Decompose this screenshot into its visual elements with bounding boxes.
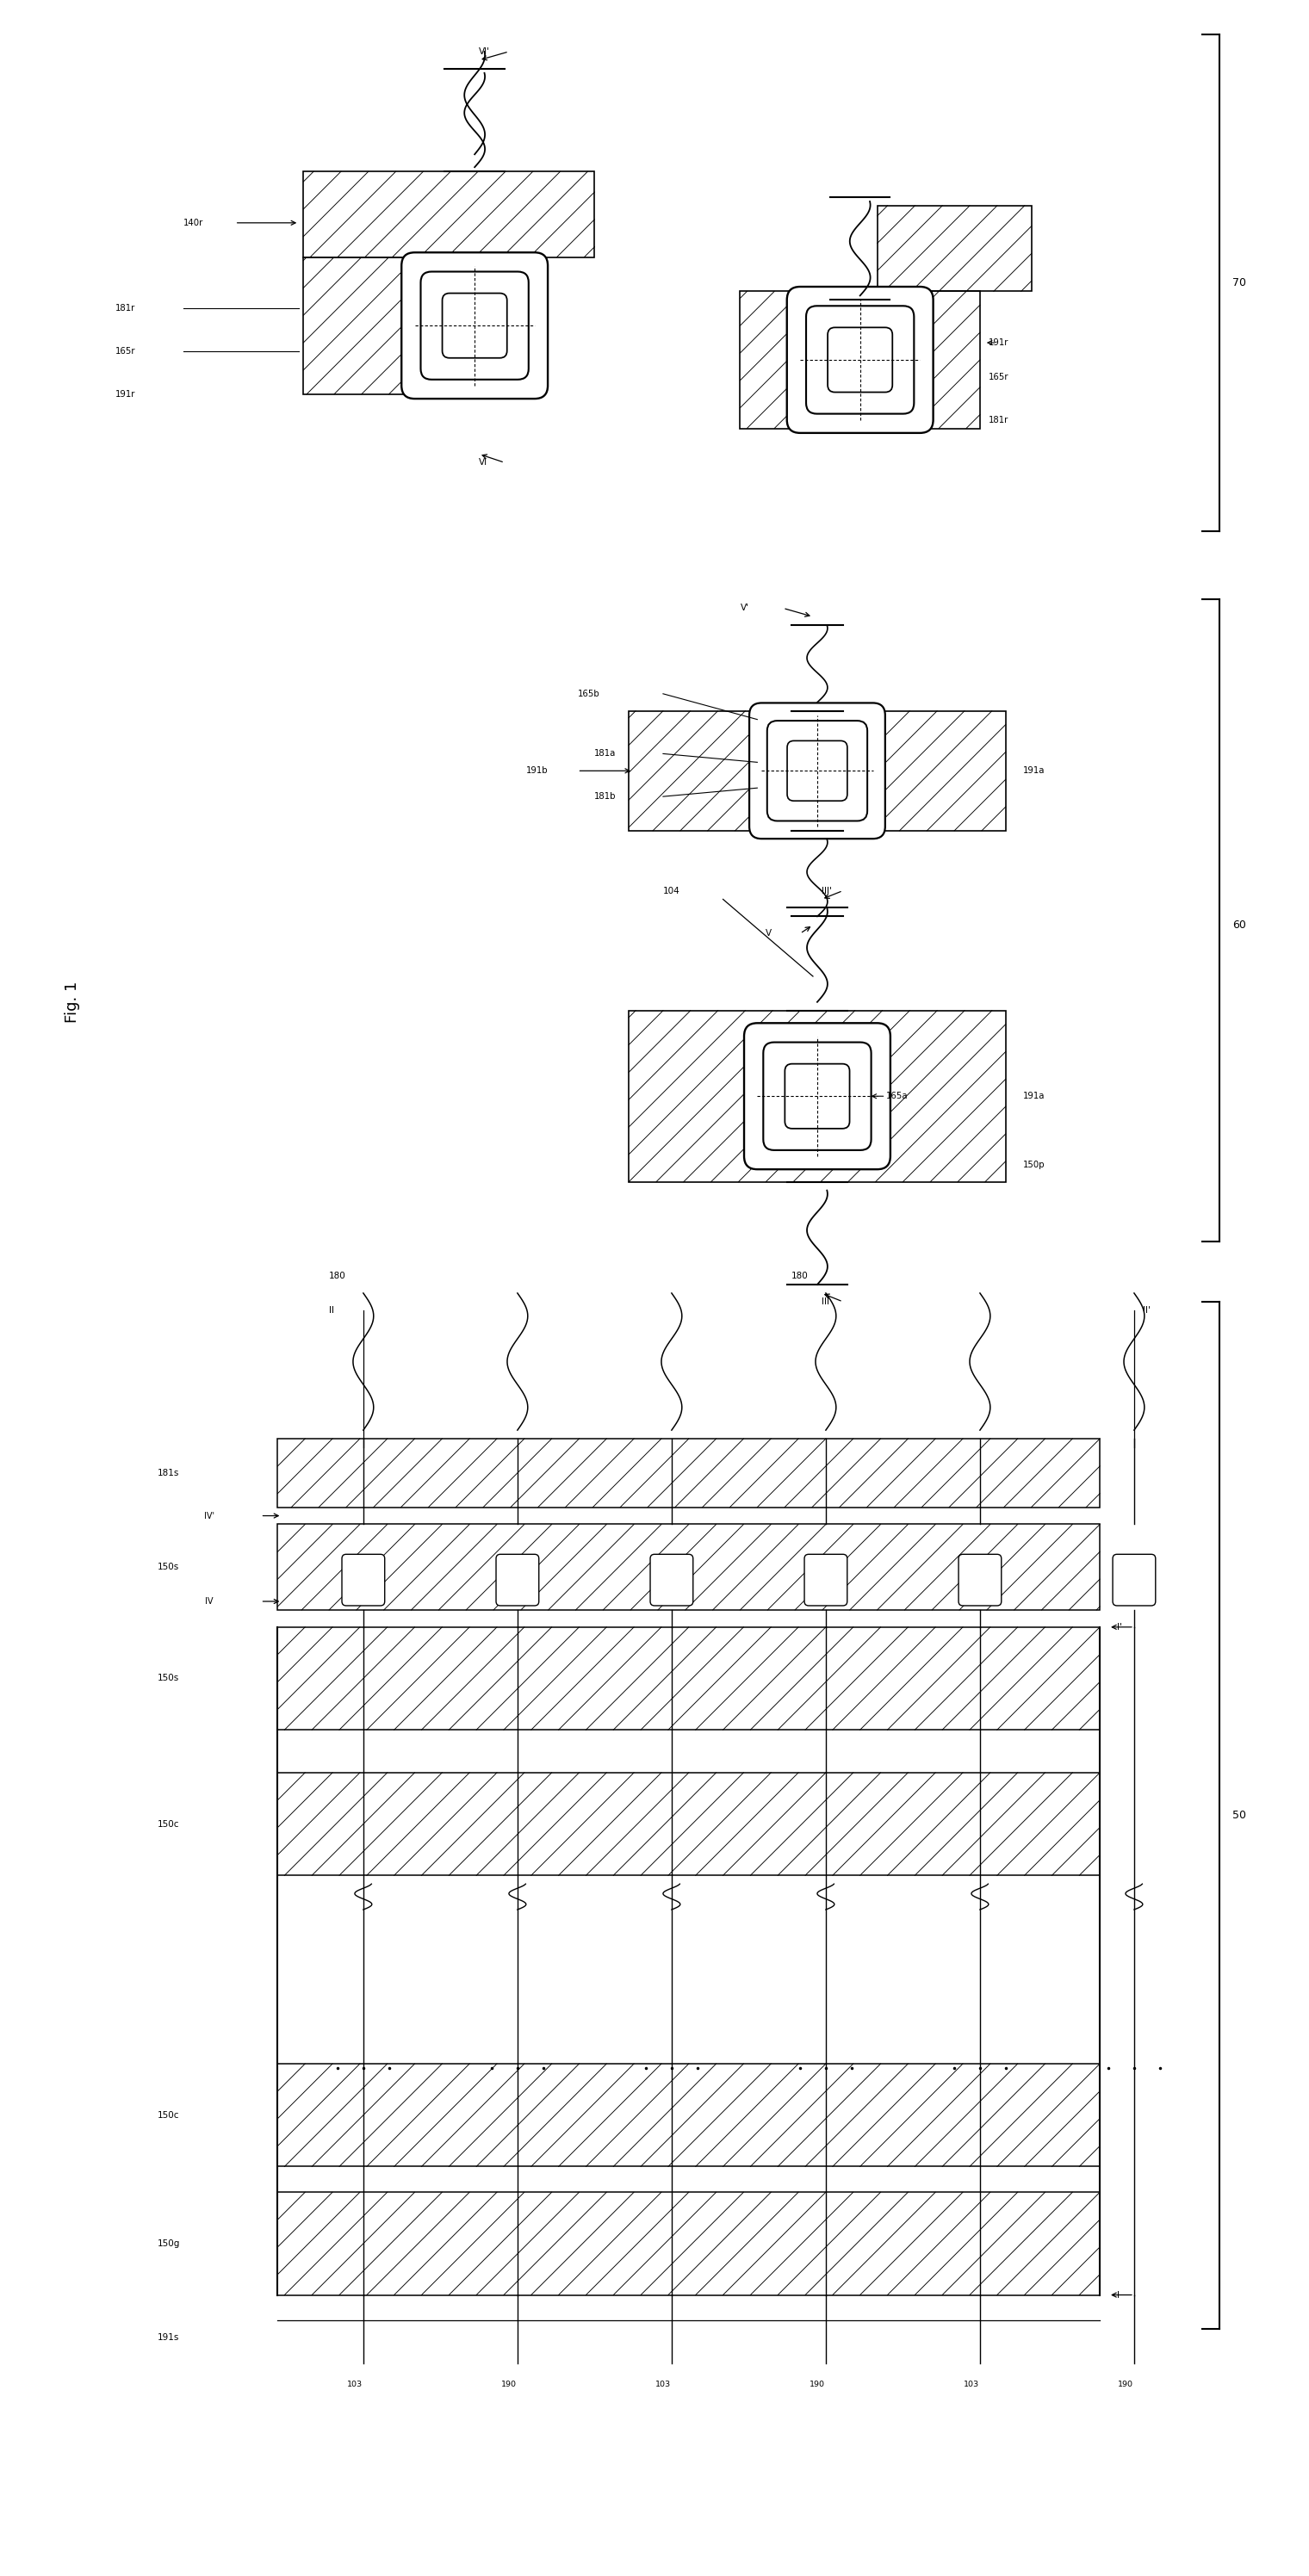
- Text: VI: VI: [479, 459, 488, 466]
- Bar: [278, 1440, 1100, 1507]
- FancyBboxPatch shape: [749, 703, 885, 840]
- Text: VI': VI': [479, 46, 490, 57]
- Bar: [278, 1772, 1100, 1875]
- FancyBboxPatch shape: [785, 1064, 850, 1128]
- Text: II: II: [329, 1306, 334, 1314]
- FancyBboxPatch shape: [496, 1553, 539, 1605]
- Text: 191a: 191a: [1022, 1092, 1045, 1100]
- Bar: [278, 2063, 1100, 2166]
- Text: III': III': [822, 886, 831, 894]
- Text: Fig. 1: Fig. 1: [64, 981, 80, 1023]
- FancyBboxPatch shape: [342, 1553, 385, 1605]
- Bar: [304, 258, 492, 394]
- Text: 181r: 181r: [988, 415, 1008, 425]
- Text: 181b: 181b: [594, 793, 617, 801]
- Text: II': II': [1143, 1306, 1151, 1314]
- FancyBboxPatch shape: [402, 252, 547, 399]
- Text: 191r: 191r: [988, 337, 1009, 348]
- Text: 150s: 150s: [158, 1674, 179, 1682]
- Text: 165r: 165r: [988, 374, 1009, 381]
- Text: 103: 103: [656, 2380, 672, 2388]
- Text: 150g: 150g: [158, 2239, 181, 2249]
- Text: 190: 190: [809, 2380, 825, 2388]
- Text: 150c: 150c: [158, 1819, 179, 1829]
- Bar: [628, 1010, 1005, 1182]
- Text: 50: 50: [1233, 1811, 1246, 1821]
- Bar: [877, 206, 1031, 291]
- Text: 165r: 165r: [115, 348, 135, 355]
- Text: 150p: 150p: [1022, 1159, 1045, 1170]
- Bar: [278, 1440, 1100, 1507]
- FancyBboxPatch shape: [787, 286, 933, 433]
- Bar: [278, 2192, 1100, 2295]
- FancyBboxPatch shape: [763, 1043, 872, 1149]
- Text: I: I: [1117, 2290, 1119, 2300]
- Text: 70: 70: [1233, 278, 1246, 289]
- Bar: [740, 291, 980, 428]
- Text: V: V: [766, 930, 772, 938]
- Text: 165b: 165b: [577, 690, 600, 698]
- Bar: [304, 173, 594, 258]
- FancyBboxPatch shape: [805, 1553, 847, 1605]
- Text: 190: 190: [501, 2380, 517, 2388]
- Text: 191b: 191b: [526, 768, 548, 775]
- Text: I': I': [1117, 1623, 1122, 1631]
- Bar: [278, 2063, 1100, 2166]
- Bar: [628, 711, 1005, 832]
- FancyBboxPatch shape: [787, 742, 847, 801]
- Text: 180: 180: [329, 1273, 346, 1280]
- Bar: [278, 2192, 1100, 2295]
- Bar: [278, 1628, 1100, 1731]
- FancyBboxPatch shape: [806, 307, 914, 415]
- Text: V': V': [740, 603, 749, 613]
- Text: 191s: 191s: [158, 2334, 179, 2342]
- FancyBboxPatch shape: [651, 1553, 692, 1605]
- Bar: [304, 173, 594, 258]
- FancyBboxPatch shape: [420, 270, 529, 379]
- Text: 191r: 191r: [115, 389, 135, 399]
- Bar: [278, 1525, 1100, 1610]
- Bar: [304, 258, 492, 394]
- FancyBboxPatch shape: [827, 327, 893, 392]
- Text: 140r: 140r: [183, 219, 203, 227]
- Bar: [740, 291, 980, 428]
- Text: 181r: 181r: [115, 304, 135, 312]
- Text: IV': IV': [204, 1512, 215, 1520]
- Text: 181a: 181a: [594, 750, 617, 757]
- FancyBboxPatch shape: [958, 1553, 1001, 1605]
- FancyBboxPatch shape: [442, 294, 507, 358]
- Bar: [628, 711, 1005, 832]
- Text: 103: 103: [963, 2380, 979, 2388]
- Text: 150c: 150c: [158, 2110, 179, 2120]
- FancyBboxPatch shape: [1113, 1553, 1156, 1605]
- Bar: [278, 1772, 1100, 1875]
- Bar: [628, 1010, 1005, 1182]
- Bar: [278, 1628, 1100, 1731]
- Text: 60: 60: [1233, 920, 1246, 930]
- Bar: [877, 206, 1031, 291]
- Text: 190: 190: [1118, 2380, 1134, 2388]
- Text: 191a: 191a: [1022, 768, 1045, 775]
- Text: IV: IV: [206, 1597, 213, 1605]
- FancyBboxPatch shape: [744, 1023, 890, 1170]
- Text: 150s: 150s: [158, 1564, 179, 1571]
- Text: 104: 104: [664, 886, 681, 894]
- Text: 103: 103: [347, 2380, 363, 2388]
- Text: 181s: 181s: [158, 1468, 179, 1476]
- FancyBboxPatch shape: [767, 721, 868, 822]
- Text: III: III: [822, 1298, 830, 1306]
- Text: 165a: 165a: [886, 1092, 908, 1100]
- Text: 180: 180: [792, 1273, 809, 1280]
- Bar: [278, 1525, 1100, 1610]
